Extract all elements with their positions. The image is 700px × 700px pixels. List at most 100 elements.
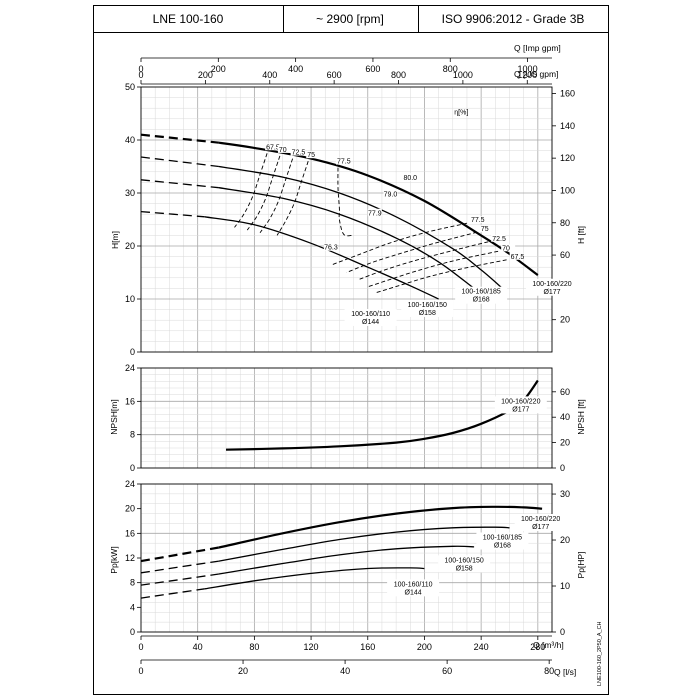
us-gpm-ticks: 0 200 400 600 800 1000 1200 <box>138 70 552 85</box>
head-curve-label: 100-160/110 <box>351 311 390 318</box>
efficiency-label-bg <box>290 148 305 156</box>
header-model: LNE 100-160 <box>153 12 224 26</box>
power-curve-100-160-110-144 <box>204 567 425 590</box>
p-hp-tick-label: 30 <box>560 489 570 499</box>
outer-frame <box>93 5 609 695</box>
power-curve-label: Ø144 <box>405 589 422 596</box>
axis-label-p-hp: Pp[HP] <box>576 552 586 579</box>
ls-ticks: 0 20 40 60 80 <box>138 659 554 676</box>
plot-frame <box>140 86 553 353</box>
efficiency-curve-77-5 <box>332 222 468 266</box>
imp-gpm-tick-label: 600 <box>365 64 380 74</box>
m3h-tick-label: 160 <box>360 642 375 652</box>
efficiency-curve-67-5 <box>234 153 268 228</box>
efficiency-label-bg <box>335 157 350 165</box>
us-gpm-tick-label: 600 <box>327 70 342 80</box>
p-hp-tick-label: 20 <box>560 535 570 545</box>
h-m-tick-label: 10 <box>125 294 135 304</box>
efficiency-label: 77.5 <box>471 217 485 224</box>
power-curve-label: Ø158 <box>456 565 473 572</box>
efficiency-label: 70 <box>502 245 510 252</box>
npsh-ft-tick-label: 20 <box>560 438 570 448</box>
m3h-tick-label: 280 <box>530 642 545 652</box>
h-ft-tick-label: 120 <box>560 153 575 163</box>
h-m-tick-label: 40 <box>125 135 135 145</box>
head-curve-label: 100-160/185 <box>461 289 500 296</box>
head-curve-100-160-220-177 <box>218 141 539 276</box>
power-curve-100-160-150-158-dashed <box>140 573 219 586</box>
h-ft-tick-label: 80 <box>560 218 570 228</box>
power-curve-label: 100-160/110 <box>394 581 433 588</box>
p-hp-tick-label: 0 <box>560 627 565 637</box>
power-curve-label-bg <box>514 514 567 531</box>
power-curve-label-bg <box>387 579 440 597</box>
imp-gpm-ticks: 0 200 400 600 800 1000 <box>138 57 552 74</box>
power-curve-100-160-185-168 <box>218 526 510 562</box>
head-curve-label: Ø168 <box>473 297 490 304</box>
npsh-ft-tick-label: 60 <box>560 387 570 397</box>
efficiency-label-bg <box>479 225 494 233</box>
us-gpm-tick-label: 1000 <box>453 70 473 80</box>
us-gpm-tick-label: 0 <box>138 70 143 80</box>
axis-label-q-m3h: Q [m³/h] <box>533 640 564 650</box>
head-curve-label: 100-160/150 <box>408 302 447 309</box>
bep-label-bg <box>383 190 398 198</box>
axis-label-h-ft: H [ft] <box>576 226 586 244</box>
power-curve-label: Ø168 <box>494 543 511 550</box>
ls-tick-label: 40 <box>340 666 350 676</box>
efficiency-label: 75 <box>481 226 489 233</box>
axis-label-q-imp: Q [Imp gpm] <box>514 43 561 53</box>
efficiency-curve-75 <box>346 231 478 273</box>
npsh-m-tick-label: 0 <box>130 463 135 473</box>
efficiency-curve-77-5 <box>337 167 353 237</box>
header-standard: ISO 9906:2012 - Grade 3B <box>442 12 585 26</box>
p-hp-tick-label: 10 <box>560 581 570 591</box>
bep-label: 79.0 <box>384 192 398 199</box>
efficiency-label-bg <box>265 143 280 151</box>
bep-label-bg <box>367 208 382 217</box>
power-curve-label: Ø177 <box>532 524 549 531</box>
h-ft-tick-label: 60 <box>560 250 570 260</box>
p-kw-tick-label: 16 <box>125 528 135 538</box>
power-curve-100-160-220-177 <box>218 505 543 549</box>
ls-tick-label: 80 <box>544 666 554 676</box>
efficiency-curve-72-5 <box>357 241 489 281</box>
bep-label-bg <box>403 173 418 181</box>
us-gpm-tick-label: 1200 <box>517 70 537 80</box>
efficiency-curve-75 <box>276 161 309 236</box>
p-kw-tick-label: 20 <box>125 504 135 514</box>
power-curve-100-160-110-144-dashed <box>140 588 205 599</box>
efficiency-label: 77.5 <box>337 159 351 166</box>
h-m-tick-label: 50 <box>125 82 135 92</box>
head-curve-100-160-185-168-dashed <box>140 156 219 168</box>
ls-tick-label: 60 <box>442 666 452 676</box>
power-curve-label: 100-160/185 <box>483 535 522 542</box>
footer-code: LNE100-160_2P50_A_CH <box>597 621 603 686</box>
head-curve-100-160-220-177-dashed <box>140 133 220 144</box>
efficiency-label: 72.5 <box>292 150 306 157</box>
power-curve-100-160-150-158 <box>218 545 475 575</box>
imp-gpm-tick-label: 400 <box>288 64 303 74</box>
efficiency-curve-67-5 <box>376 259 507 294</box>
p-kw-tick-label: 8 <box>130 578 135 588</box>
m3h-tick-label: 0 <box>138 642 143 652</box>
h-ft-tick-label: 140 <box>560 121 575 131</box>
head-curve-label-bg <box>526 278 578 296</box>
us-gpm-tick-label: 800 <box>391 70 406 80</box>
head-curve-label: Ø158 <box>419 310 436 317</box>
efficiency-unit-label: η[%] <box>454 110 468 117</box>
m3h-tick-label: 120 <box>304 642 319 652</box>
imp-gpm-tick-label: 0 <box>138 64 143 74</box>
h-m-tick-label: 0 <box>130 347 135 357</box>
npsh-curve-label-bg <box>494 396 547 414</box>
bep-label-bg <box>323 243 338 251</box>
m3h-tick-label: 200 <box>417 642 432 652</box>
plot-frame <box>140 367 553 469</box>
efficiency-label-bg <box>491 234 506 242</box>
npsh-m-tick-label: 8 <box>130 430 135 440</box>
efficiency-curve-70 <box>367 250 499 288</box>
h-ft-tick-label: 20 <box>560 315 570 325</box>
m3h-tick-label: 40 <box>193 642 203 652</box>
h-ft-tick-label: 160 <box>560 89 575 99</box>
